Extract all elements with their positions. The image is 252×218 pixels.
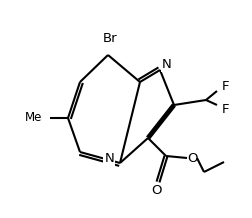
Text: Br: Br: [103, 31, 117, 44]
Text: F: F: [222, 104, 230, 116]
Text: Me: Me: [25, 111, 42, 124]
Text: O: O: [187, 152, 197, 165]
Text: N: N: [162, 58, 172, 70]
Text: F: F: [222, 80, 230, 92]
Text: O: O: [152, 184, 162, 196]
Text: N: N: [104, 152, 114, 165]
